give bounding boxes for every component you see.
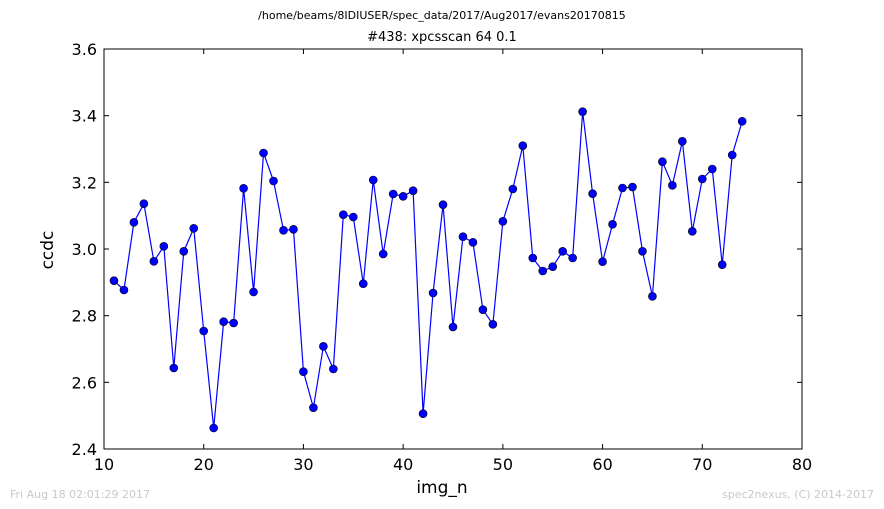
data-point	[279, 226, 288, 235]
data-point	[498, 217, 508, 226]
data-point	[538, 266, 548, 276]
axis-ticks	[103, 48, 803, 450]
x-tick-label: 20	[194, 455, 214, 474]
data-point	[358, 279, 368, 288]
data-point	[548, 262, 558, 271]
data-point	[428, 288, 438, 298]
data-point	[368, 175, 378, 185]
data-point	[169, 363, 179, 373]
footer-credit: spec2nexus, (C) 2014-2017	[722, 488, 874, 501]
y-tick-label: 3.2	[72, 173, 97, 192]
data-point	[398, 192, 408, 201]
data-point	[618, 183, 627, 193]
data-point	[717, 260, 727, 269]
x-axis-label: img_n	[416, 478, 468, 498]
series-line	[113, 111, 743, 429]
data-point	[578, 107, 587, 116]
data-point	[608, 220, 617, 229]
data-point	[109, 276, 119, 285]
data-point	[697, 174, 707, 184]
data-point	[418, 409, 428, 418]
y-axis-label: ccdc	[38, 230, 58, 270]
data-point	[219, 317, 228, 326]
data-point	[458, 232, 468, 241]
plot-area	[109, 107, 747, 433]
y-tick-label: 3.6	[72, 40, 97, 59]
y-tick-label: 3.0	[72, 240, 97, 259]
data-point	[159, 242, 169, 251]
data-point	[189, 224, 199, 233]
x-tick-label: 30	[293, 455, 313, 474]
data-point	[528, 253, 538, 263]
data-point	[638, 247, 647, 256]
data-point	[508, 184, 518, 194]
data-point	[448, 322, 458, 332]
data-point	[488, 320, 498, 329]
data-point	[129, 218, 139, 227]
chart-title: #438: xpcsscan 64 0.1	[367, 30, 517, 45]
data-point	[179, 247, 189, 256]
data-point	[478, 305, 488, 314]
data-point	[518, 141, 528, 150]
data-point	[269, 176, 278, 186]
data-point	[119, 285, 129, 295]
data-point	[408, 186, 418, 195]
data-point	[289, 225, 298, 234]
y-tick-label: 2.6	[72, 373, 97, 392]
x-tick-label: 60	[592, 455, 612, 474]
y-tick-label: 2.4	[72, 440, 97, 459]
data-point	[259, 148, 268, 158]
data-point	[558, 247, 567, 256]
data-point	[628, 182, 637, 192]
data-point	[707, 164, 717, 174]
data-point	[309, 403, 318, 412]
x-tick-label: 40	[393, 455, 413, 474]
y-tick-label: 2.8	[72, 307, 97, 326]
data-point	[319, 342, 328, 351]
data-point	[598, 257, 607, 266]
tick-labels: 10 20 30 40 50 60 70 80 2.4 2.6 2.8 3.0 3.2 3.4 3.6	[72, 40, 813, 474]
footer-timestamp: Fri Aug 18 02:01:29 2017	[10, 488, 150, 501]
data-point	[209, 423, 218, 433]
x-tick-label: 10	[94, 455, 114, 474]
data-point	[339, 210, 348, 219]
data-point	[658, 157, 667, 166]
data-point	[139, 199, 149, 208]
data-point	[688, 227, 697, 236]
plot-frame	[103, 48, 803, 450]
data-point	[348, 212, 358, 222]
x-tick-label: 50	[493, 455, 513, 474]
data-point	[378, 249, 388, 259]
chart-suptitle: /home/beams/8IDIUSER/spec_data/2017/Aug2…	[258, 9, 626, 22]
data-point	[249, 287, 258, 297]
data-point	[568, 253, 577, 263]
data-point	[737, 117, 747, 126]
data-point	[678, 137, 687, 146]
data-point	[299, 367, 308, 376]
data-point	[388, 189, 398, 199]
data-point	[468, 238, 478, 247]
data-point	[588, 189, 597, 198]
y-tick-label: 3.4	[72, 107, 97, 126]
x-tick-label: 70	[692, 455, 712, 474]
data-point	[438, 200, 448, 209]
data-point	[329, 364, 338, 374]
data-point	[239, 184, 248, 193]
data-point	[149, 257, 159, 266]
x-tick-label: 80	[792, 455, 812, 474]
data-point	[727, 150, 737, 160]
data-point	[668, 181, 677, 190]
data-point	[648, 292, 657, 301]
data-point	[229, 318, 238, 328]
data-point	[199, 326, 209, 336]
